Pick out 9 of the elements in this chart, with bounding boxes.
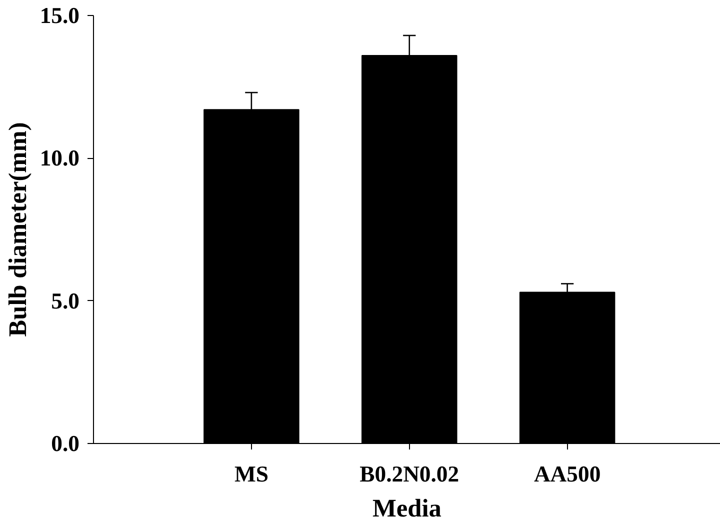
x-tick-label: MS <box>234 462 268 486</box>
y-tick-label: 0.0 <box>51 431 80 456</box>
x-tick-label: B0.2N0.02 <box>360 462 460 486</box>
x-axis-title: Media <box>372 494 442 522</box>
y-axis-title: Bulb diameter(mm) <box>4 122 32 337</box>
y-tick-label: 15.0 <box>40 3 80 28</box>
y-tick-label: 10.0 <box>40 146 80 171</box>
x-tick-label: AA500 <box>534 462 601 486</box>
y-tick-label: 5.0 <box>51 288 80 314</box>
